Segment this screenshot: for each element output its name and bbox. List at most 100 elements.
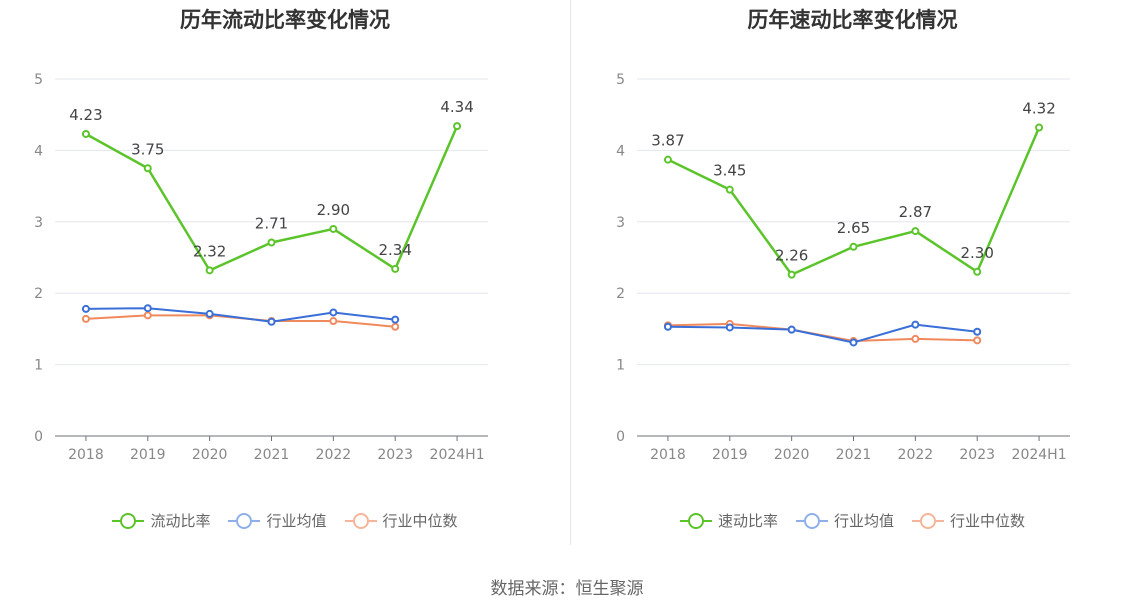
data-point — [81, 314, 90, 323]
chart-title: 历年速动比率变化情况 — [747, 8, 958, 32]
data-point — [391, 264, 400, 273]
data-point — [787, 325, 796, 334]
x-tick-label: 2020 — [192, 447, 228, 463]
data-point — [143, 311, 152, 320]
x-tick-label: 2024H1 — [1012, 447, 1067, 463]
data-point — [143, 164, 152, 173]
data-point — [911, 320, 920, 329]
data-label: 2.34 — [379, 241, 412, 259]
data-point — [663, 322, 672, 331]
legend-label: 行业均值 — [266, 512, 327, 530]
data-label: 3.45 — [713, 162, 746, 180]
data-point — [973, 267, 982, 276]
data-point — [391, 315, 400, 324]
x-tick-label: 2018 — [650, 447, 686, 463]
y-tick-label: 1 — [616, 358, 625, 374]
chart-legend: 流动比率 行业均值 行业中位数 — [0, 510, 570, 531]
legend-item-series-1[interactable]: 行业均值 — [795, 510, 894, 531]
chart-legend: 速动比率 行业均值 行业中位数 — [571, 510, 1134, 531]
x-tick-label: 2023 — [959, 447, 995, 463]
data-point — [329, 308, 338, 317]
legend-label: 行业均值 — [833, 512, 894, 530]
data-point — [329, 224, 338, 233]
data-point — [911, 334, 920, 343]
data-point — [267, 238, 276, 247]
data-point — [205, 266, 214, 275]
x-tick-label: 2019 — [130, 447, 166, 463]
legend-label: 行业中位数 — [382, 512, 458, 530]
data-label: 4.23 — [69, 106, 102, 124]
quick-ratio-chart-panel: 历年速动比率变化情况 0 1 2 3 4 5 2018 2019 2020 2021 2022 202… — [571, 0, 1134, 545]
x-tick-label: 2018 — [68, 447, 104, 463]
data-point — [849, 242, 858, 251]
legend-marker-icon — [112, 511, 145, 531]
data-point — [1035, 123, 1044, 132]
data-point — [973, 336, 982, 345]
chart-title: 历年流动比率变化情况 — [180, 8, 390, 32]
data-label: 3.75 — [131, 140, 164, 158]
data-label: 2.90 — [317, 201, 350, 219]
y-tick-label: 1 — [34, 358, 43, 374]
data-label: 4.34 — [440, 98, 473, 116]
data-label: 2.65 — [837, 219, 870, 237]
y-tick-label: 4 — [34, 143, 43, 159]
x-tick-label: 2022 — [316, 447, 352, 463]
x-tick-label: 2020 — [774, 447, 810, 463]
y-tick-label: 2 — [616, 286, 625, 302]
y-tick-label: 0 — [616, 429, 625, 445]
data-point — [849, 338, 858, 347]
data-point — [81, 304, 90, 313]
x-tick-label: 2019 — [712, 447, 748, 463]
legend-label: 流动比率 — [150, 512, 211, 530]
data-label: 2.32 — [193, 242, 226, 260]
data-point — [787, 270, 796, 279]
data-source-note: 数据来源：恒生聚源 — [490, 579, 644, 599]
y-tick-label: 5 — [34, 72, 43, 88]
x-tick-label: 2022 — [898, 447, 934, 463]
data-point — [143, 304, 152, 313]
legend-marker-icon — [912, 511, 944, 531]
panel-divider — [570, 0, 571, 545]
data-point — [267, 317, 276, 326]
current-ratio-plot: 0 1 2 3 4 5 2018 2019 2020 2021 2022 2023 2024H1 4.23… — [34, 72, 488, 463]
legend-item-series-2[interactable]: 行业中位数 — [912, 510, 1025, 531]
data-point — [973, 327, 982, 336]
legend-marker-icon — [228, 511, 261, 531]
legend-item-series-0[interactable]: 速动比率 — [679, 510, 778, 531]
series-line — [85, 307, 396, 323]
legend-item-series-2[interactable]: 行业中位数 — [344, 510, 458, 531]
x-tick-label: 2021 — [836, 447, 872, 463]
legend-marker-icon — [344, 511, 377, 531]
x-tick-label: 2024H1 — [430, 447, 485, 463]
quick-ratio-plot: 0 1 2 3 4 5 2018 2019 2020 2021 2022 2023 2024H1 3.87… — [616, 72, 1070, 463]
legend-marker-icon — [795, 511, 828, 531]
data-point — [725, 185, 734, 194]
legend-label: 行业中位数 — [950, 512, 1026, 530]
data-label: 2.26 — [775, 247, 808, 265]
data-label: 4.32 — [1022, 100, 1055, 118]
legend-item-series-0[interactable]: 流动比率 — [112, 510, 210, 531]
data-point — [725, 323, 734, 332]
y-tick-label: 3 — [616, 215, 625, 231]
data-label: 2.71 — [255, 215, 288, 233]
data-label: 3.87 — [651, 132, 684, 150]
y-tick-label: 2 — [34, 286, 43, 302]
data-point — [911, 227, 920, 236]
y-tick-label: 5 — [616, 72, 625, 88]
data-point — [205, 309, 214, 318]
y-tick-label: 3 — [34, 215, 43, 231]
data-point — [663, 155, 672, 164]
data-point — [81, 129, 90, 138]
legend-item-series-1[interactable]: 行业均值 — [228, 510, 327, 531]
legend-label: 速动比率 — [717, 512, 778, 530]
y-tick-label: 4 — [616, 143, 625, 159]
legend-marker-icon — [679, 511, 712, 531]
current-ratio-chart-panel: 历年流动比率变化情况 0 1 2 3 4 5 2018 2019 2020 2021 2022 202… — [0, 0, 570, 545]
x-tick-label: 2021 — [254, 447, 290, 463]
data-label: 2.87 — [899, 203, 932, 221]
data-point — [453, 122, 462, 131]
data-point — [391, 322, 400, 331]
y-tick-label: 0 — [34, 429, 43, 445]
data-point — [329, 317, 338, 326]
series-line — [667, 323, 978, 344]
